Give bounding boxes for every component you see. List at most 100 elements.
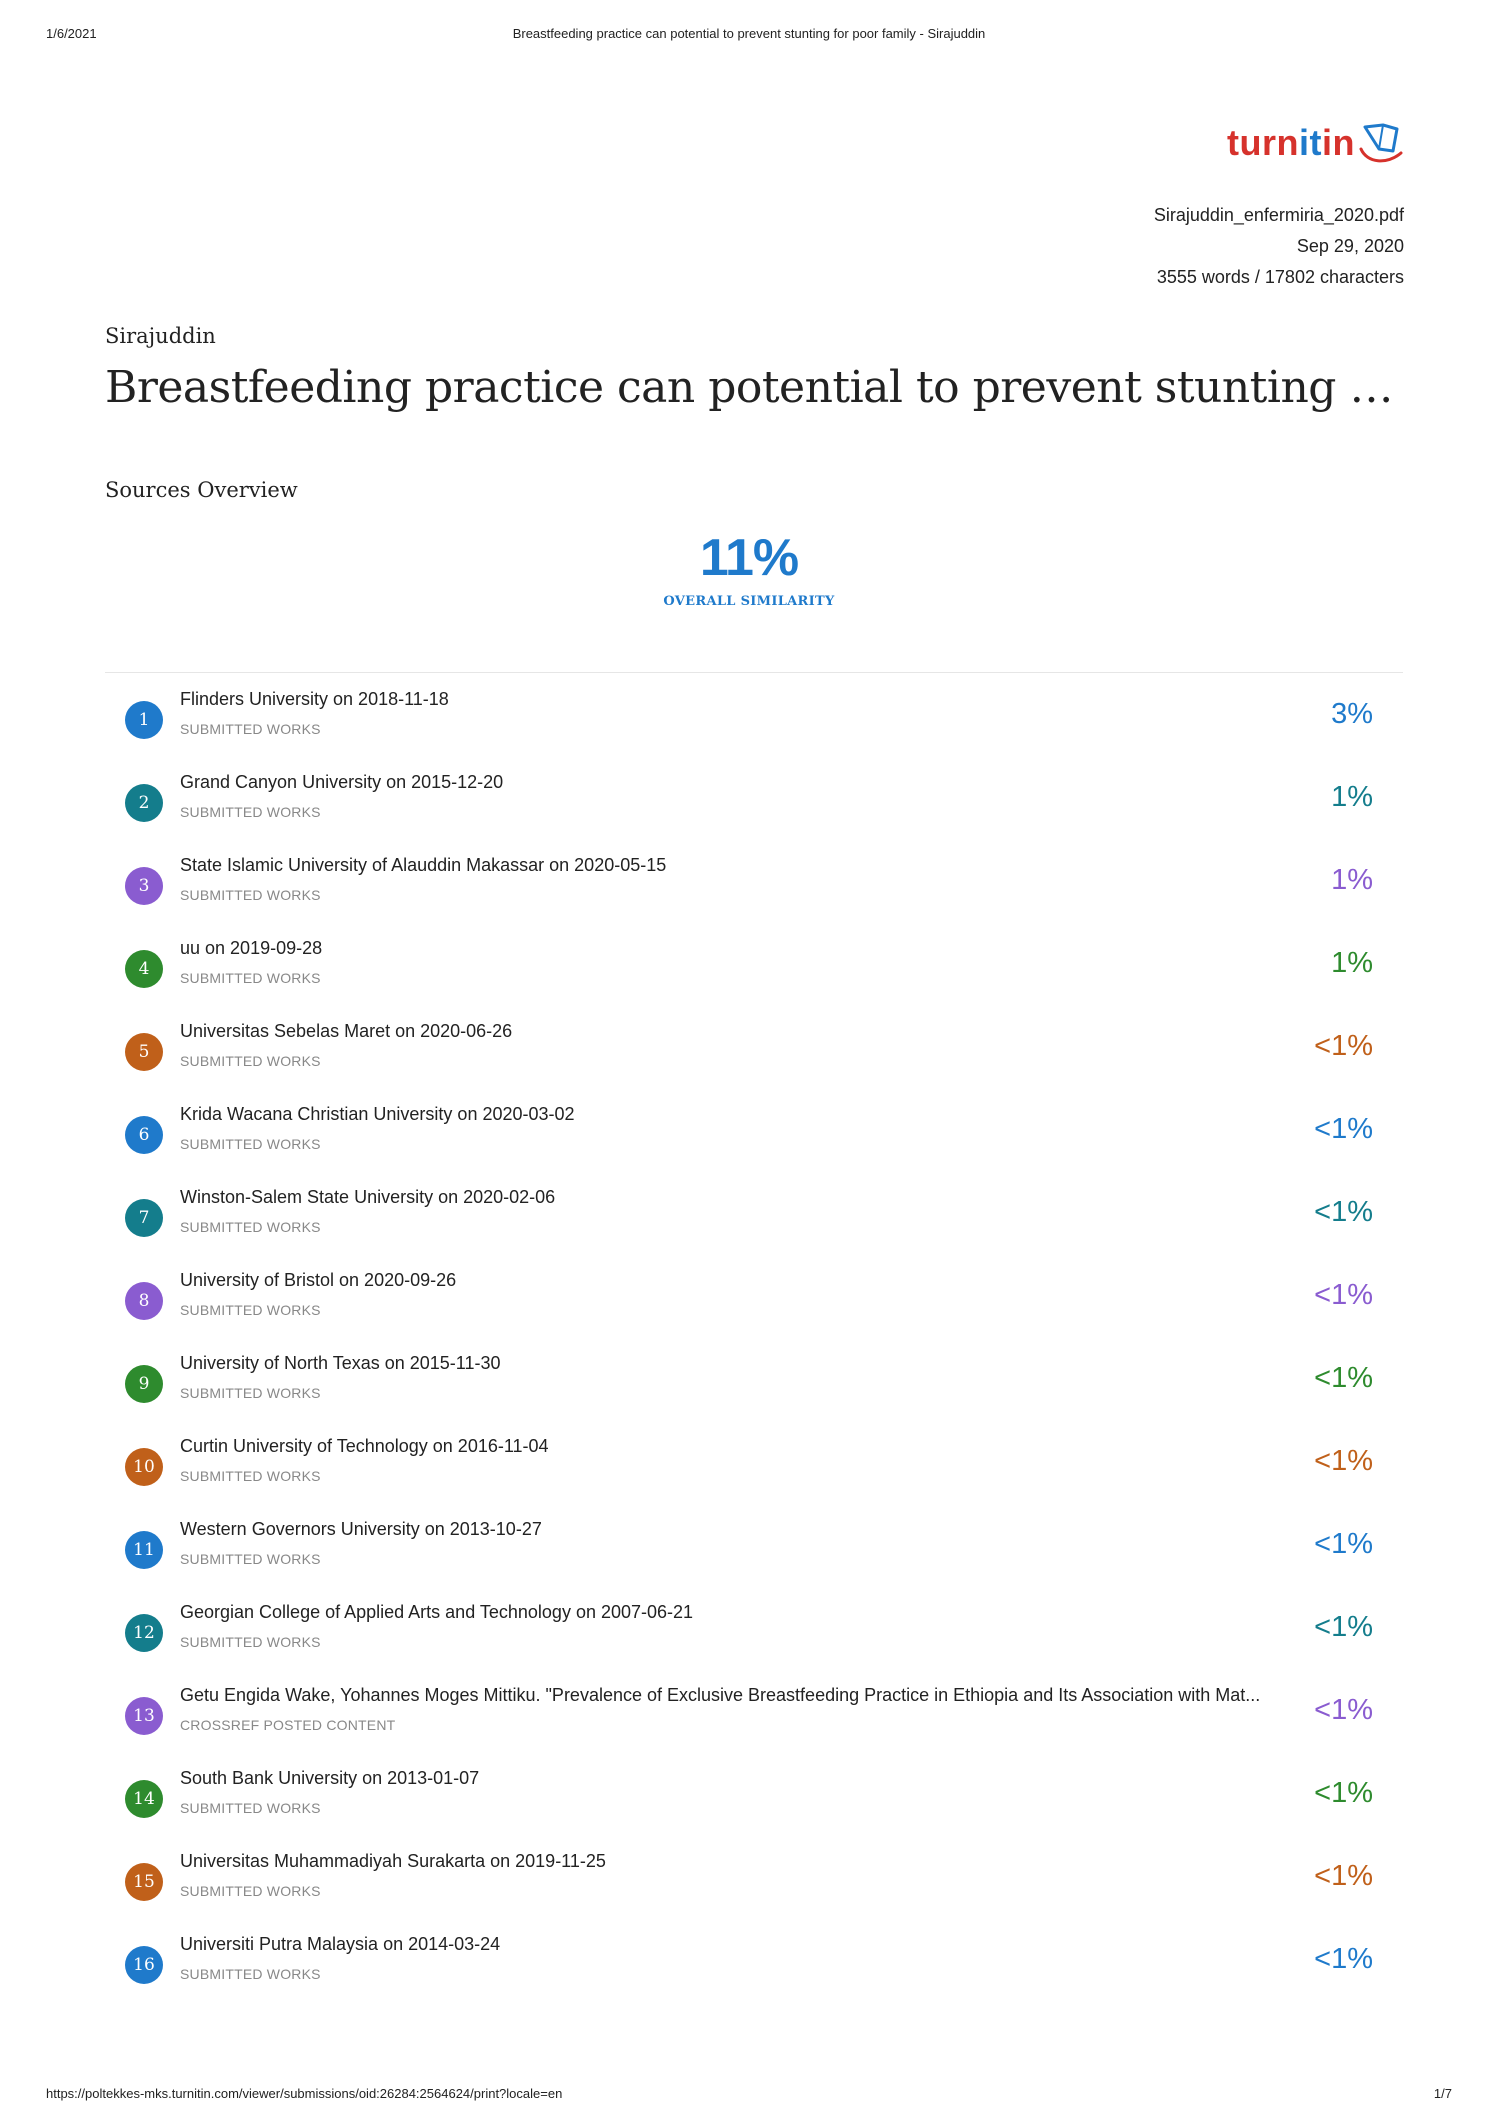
source-number-badge: 13	[125, 1697, 163, 1735]
source-type: SUBMITTED WORKS	[180, 1883, 321, 1899]
source-name[interactable]: Curtin University of Technology on 2016-…	[180, 1436, 549, 1456]
file-meta: Sirajuddin_enfermiria_2020.pdf Sep 29, 2…	[1154, 200, 1404, 293]
source-number-badge: 6	[125, 1116, 163, 1154]
document-title: Breastfeeding practice can potential to …	[105, 362, 1405, 413]
source-name[interactable]: Western Governors University on 2013-10-…	[180, 1519, 542, 1539]
source-type: CROSSREF POSTED CONTENT	[180, 1717, 396, 1733]
source-similarity-percent: <1%	[1314, 1362, 1373, 1394]
source-type: SUBMITTED WORKS	[180, 1468, 321, 1484]
page-number: 1/7	[1433, 2086, 1452, 2101]
source-number-badge: 3	[125, 867, 163, 905]
source-name[interactable]: Universitas Sebelas Maret on 2020-06-26	[180, 1021, 513, 1041]
source-name[interactable]: State Islamic University of Alauddin Mak…	[180, 855, 667, 875]
source-name[interactable]: Universiti Putra Malaysia on 2014-03-24	[180, 1934, 501, 1954]
source-name[interactable]: South Bank University on 2013-01-07	[180, 1768, 480, 1788]
source-number-badge: 16	[125, 1946, 163, 1984]
source-number-badge: 8	[125, 1282, 163, 1320]
source-name[interactable]: Georgian College of Applied Arts and Tec…	[180, 1602, 694, 1622]
overall-similarity: 11% OVERALL SIMILARITY	[0, 528, 1498, 609]
source-type: SUBMITTED WORKS	[180, 1385, 321, 1401]
logo-wordmark: turnitin	[1227, 122, 1355, 163]
source-similarity-percent: 1%	[1331, 781, 1373, 813]
source-row[interactable]: 7 Winston-Salem State University on 2020-…	[105, 1184, 1403, 1267]
source-type: SUBMITTED WORKS	[180, 1302, 321, 1318]
source-number-badge: 12	[125, 1614, 163, 1652]
source-type: SUBMITTED WORKS	[180, 1966, 321, 1982]
overall-similarity-percent: 11%	[699, 529, 799, 587]
source-similarity-percent: 1%	[1331, 947, 1373, 979]
source-row[interactable]: 8 University of Bristol on 2020-09-26 SUBM…	[105, 1267, 1403, 1350]
source-type: SUBMITTED WORKS	[180, 1219, 321, 1235]
source-name[interactable]: Universitas Muhammadiyah Surakarta on 20…	[180, 1851, 606, 1871]
source-type: SUBMITTED WORKS	[180, 970, 321, 986]
source-row[interactable]: 16 Universiti Putra Malaysia on 2014-03-2…	[105, 1931, 1403, 2014]
author-name: Sirajuddin	[105, 324, 216, 348]
source-similarity-percent: 3%	[1331, 698, 1373, 730]
source-number-badge: 11	[125, 1531, 163, 1569]
source-similarity-percent: <1%	[1314, 1030, 1373, 1062]
source-similarity-percent: <1%	[1314, 1113, 1373, 1145]
source-row[interactable]: 15 Universitas Muhammadiyah Surakarta on …	[105, 1848, 1403, 1931]
source-row[interactable]: 3 State Islamic University of Alauddin Ma…	[105, 852, 1403, 935]
print-url: https://poltekkes-mks.turnitin.com/viewe…	[46, 2086, 563, 2101]
source-type: SUBMITTED WORKS	[180, 1634, 321, 1650]
source-type: SUBMITTED WORKS	[180, 721, 321, 737]
source-row[interactable]: 5 Universitas Sebelas Maret on 2020-06-26…	[105, 1018, 1403, 1101]
source-name[interactable]: University of North Texas on 2015-11-30	[180, 1353, 501, 1373]
source-similarity-percent: <1%	[1314, 1777, 1373, 1809]
source-similarity-percent: <1%	[1314, 1528, 1373, 1560]
source-number-badge: 14	[125, 1780, 163, 1818]
source-similarity-percent: <1%	[1314, 1611, 1373, 1643]
source-similarity-percent: 1%	[1331, 864, 1373, 896]
source-row[interactable]: 9 University of North Texas on 2015-11-30…	[105, 1350, 1403, 1433]
source-name[interactable]: Flinders University on 2018-11-18	[180, 689, 449, 709]
source-row[interactable]: 6 Krida Wacana Christian University on 20…	[105, 1101, 1403, 1184]
source-similarity-percent: <1%	[1314, 1196, 1373, 1228]
source-similarity-percent: <1%	[1314, 1943, 1373, 1975]
source-similarity-percent: <1%	[1314, 1694, 1373, 1726]
source-type: SUBMITTED WORKS	[180, 1551, 321, 1567]
source-number-badge: 5	[125, 1033, 163, 1071]
source-type: SUBMITTED WORKS	[180, 887, 321, 903]
file-name: Sirajuddin_enfermiria_2020.pdf	[1153, 205, 1404, 225]
sources-overview-heading: Sources Overview	[105, 478, 298, 502]
source-row[interactable]: 10 Curtin University of Technology on 201…	[105, 1433, 1403, 1516]
source-row[interactable]: 11 Western Governors University on 2013-1…	[105, 1516, 1403, 1599]
turnitin-logo: turnitin	[1227, 118, 1405, 168]
divider	[105, 672, 1403, 673]
overall-similarity-label: OVERALL SIMILARITY	[663, 594, 835, 609]
source-similarity-percent: <1%	[1314, 1279, 1373, 1311]
source-similarity-percent: <1%	[1314, 1445, 1373, 1477]
source-row[interactable]: 4 uu on 2019-09-28 SUBMITTED WORKS 1%	[105, 935, 1403, 1018]
source-number-badge: 2	[125, 784, 163, 822]
source-number-badge: 1	[125, 701, 163, 739]
sources-list: 1 Flinders University on 2018-11-18 SUBMIT…	[105, 686, 1403, 2014]
source-type: SUBMITTED WORKS	[180, 1800, 321, 1816]
source-row[interactable]: 13 Getu Engida Wake, Yohannes Moges Mitti…	[105, 1682, 1403, 1765]
print-header: 1/6/2021 Breastfeeding practice can pote…	[46, 26, 1452, 46]
source-name[interactable]: Getu Engida Wake, Yohannes Moges Mittiku…	[180, 1685, 1261, 1705]
source-number-badge: 4	[125, 950, 163, 988]
submission-date: Sep 29, 2020	[1296, 236, 1404, 256]
source-row[interactable]: 14 South Bank University on 2013-01-07 SUB…	[105, 1765, 1403, 1848]
turnitin-logo-icon	[1359, 123, 1403, 163]
print-page-title: Breastfeeding practice can potential to …	[512, 26, 986, 41]
source-name[interactable]: Grand Canyon University on 2015-12-20	[180, 772, 504, 792]
source-type: SUBMITTED WORKS	[180, 1136, 321, 1152]
source-name[interactable]: uu on 2019-09-28	[180, 938, 323, 958]
source-row[interactable]: 12 Georgian College of Applied Arts and T…	[105, 1599, 1403, 1682]
source-name[interactable]: Krida Wacana Christian University on 202…	[180, 1104, 575, 1124]
source-number-badge: 15	[125, 1863, 163, 1901]
source-row[interactable]: 2 Grand Canyon University on 2015-12-20 SU…	[105, 769, 1403, 852]
source-number-badge: 10	[125, 1448, 163, 1486]
source-similarity-percent: <1%	[1314, 1860, 1373, 1892]
print-date: 1/6/2021	[46, 26, 97, 41]
word-count: 3555 words / 17802 characters	[1156, 267, 1404, 287]
source-name[interactable]: Winston-Salem State University on 2020-0…	[180, 1187, 556, 1207]
source-number-badge: 9	[125, 1365, 163, 1403]
source-number-badge: 7	[125, 1199, 163, 1237]
source-name[interactable]: University of Bristol on 2020-09-26	[180, 1270, 457, 1290]
source-type: SUBMITTED WORKS	[180, 1053, 321, 1069]
source-row[interactable]: 1 Flinders University on 2018-11-18 SUBMIT…	[105, 686, 1403, 769]
source-type: SUBMITTED WORKS	[180, 804, 321, 820]
